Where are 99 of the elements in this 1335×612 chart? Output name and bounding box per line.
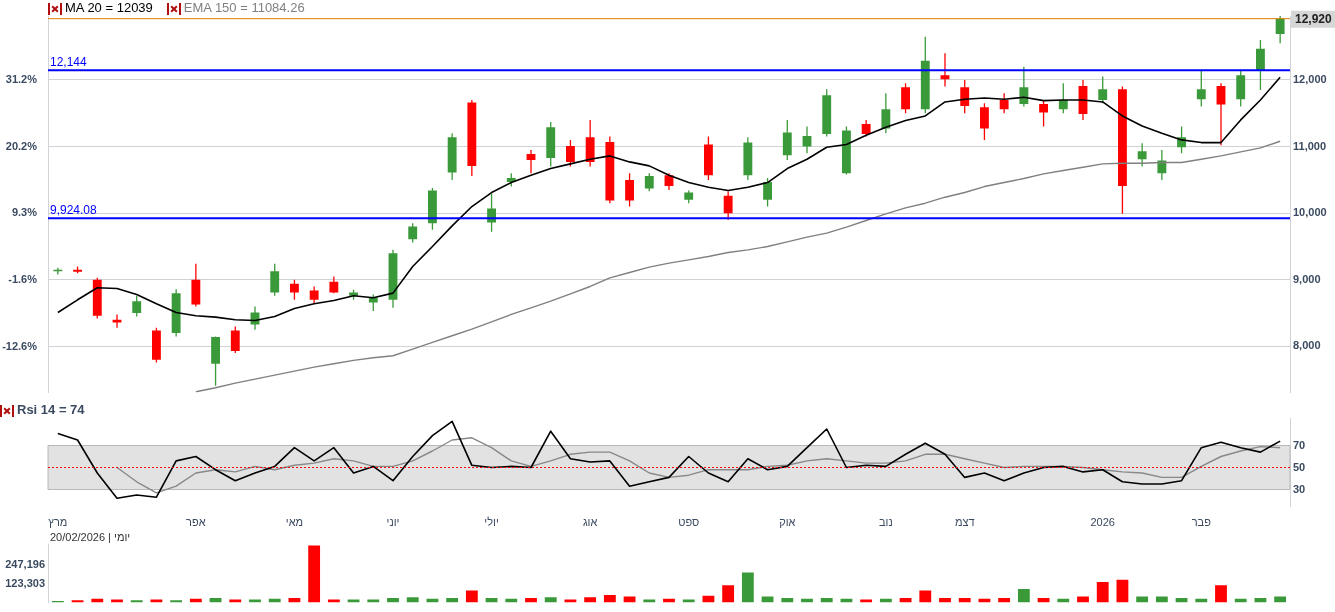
candlestick xyxy=(625,172,635,208)
bar xyxy=(347,599,360,603)
y-tick-label: 9,000 xyxy=(1293,272,1321,285)
bar xyxy=(820,597,833,603)
candlestick xyxy=(1275,16,1285,44)
bar xyxy=(998,597,1011,603)
candlestick xyxy=(1216,82,1226,146)
candlestick xyxy=(1255,39,1265,91)
candlestick xyxy=(1196,69,1206,108)
candlestick xyxy=(1019,65,1029,108)
bar xyxy=(249,599,261,603)
bar xyxy=(603,594,616,603)
bar xyxy=(939,597,951,603)
y-tick-label: 247,196 xyxy=(5,558,45,571)
bar xyxy=(150,599,163,603)
bar xyxy=(781,597,794,603)
candlestick xyxy=(802,125,812,154)
candlestick xyxy=(1137,142,1147,168)
candlestick xyxy=(979,102,989,141)
bar xyxy=(308,545,321,603)
bar xyxy=(1017,588,1030,603)
y-tick-label: 10,000 xyxy=(1293,206,1327,219)
text: יומי | 20/02/2026 xyxy=(50,530,131,543)
bar xyxy=(860,599,873,603)
bar xyxy=(327,599,340,603)
bar xyxy=(406,597,419,603)
x-tick-label: אוג xyxy=(582,515,598,528)
bar xyxy=(722,585,735,603)
bar xyxy=(584,597,597,603)
bar xyxy=(1136,596,1149,603)
bar xyxy=(682,599,695,603)
y2-tick-label: 31.2% xyxy=(5,72,38,85)
candlestick xyxy=(289,279,299,301)
y-tick-label: 30 xyxy=(1293,482,1306,495)
candlestick xyxy=(526,149,536,174)
candlestick xyxy=(723,190,733,221)
x-tick-label: 2026 xyxy=(1090,515,1115,528)
y-tick-label: 12,000 xyxy=(1293,72,1327,85)
candlestick xyxy=(901,82,911,114)
bar xyxy=(1215,585,1227,603)
bar xyxy=(564,599,577,603)
ref-line-label: 12,144 xyxy=(50,54,88,69)
bar xyxy=(1274,596,1287,603)
y2-tick-label: 9.3% xyxy=(11,206,38,219)
candlestick xyxy=(230,325,240,354)
bar xyxy=(1077,596,1089,603)
bar xyxy=(919,590,932,603)
candlestick xyxy=(1039,99,1049,128)
bar xyxy=(465,590,478,603)
bar xyxy=(1155,596,1168,603)
x-tick-label: דצמ xyxy=(954,515,975,528)
x-tick-label: מאי xyxy=(285,515,304,528)
bar xyxy=(525,597,537,603)
text: MA 20 = 12039 xyxy=(65,0,153,15)
bar xyxy=(643,599,656,603)
bar xyxy=(1096,581,1109,603)
y-tick-label: 11,000 xyxy=(1293,139,1327,152)
bar xyxy=(623,596,636,603)
bar xyxy=(367,599,380,603)
candlestick xyxy=(270,263,280,297)
x-tick-label: ספט xyxy=(678,515,700,528)
bar xyxy=(761,596,774,603)
y-tick-label: 70 xyxy=(1293,438,1306,451)
x-tick-label: אוק xyxy=(779,515,796,528)
candlestick xyxy=(999,92,1009,114)
bar xyxy=(387,597,399,603)
candlestick xyxy=(763,177,773,208)
bar xyxy=(111,599,123,603)
x-tick-label: נוב xyxy=(879,515,893,528)
y-tick-label: 8,000 xyxy=(1293,339,1321,352)
y-tick-label: 123,303 xyxy=(5,576,45,589)
x-tick-label: יוני xyxy=(386,515,400,528)
candlestick xyxy=(960,79,970,114)
x-tick-label: פבר xyxy=(1191,515,1212,528)
ref-line-label: 12,920 xyxy=(1295,11,1333,26)
bar xyxy=(741,572,754,603)
text: EMA 150 = 11084.26 xyxy=(183,0,305,15)
y-tick-label: 50 xyxy=(1293,460,1306,473)
bar xyxy=(229,599,242,603)
candlestick xyxy=(565,139,575,168)
y2-tick-label: -12.6% xyxy=(2,339,38,352)
chart-title: Rsi 14 = 74 xyxy=(17,402,85,417)
ref-line-label: 9,924.08 xyxy=(50,202,98,217)
candlestick xyxy=(1098,75,1108,104)
y2-tick-label: -1.6% xyxy=(8,272,38,285)
candlestick xyxy=(408,222,418,244)
x-tick-label: יולי xyxy=(484,515,499,528)
candlestick xyxy=(1236,69,1246,108)
bar xyxy=(544,597,557,603)
bar xyxy=(446,597,459,603)
candlestick xyxy=(132,295,142,318)
bar xyxy=(1116,579,1129,603)
candlestick xyxy=(881,92,891,134)
bar xyxy=(958,597,971,603)
y2-tick-label: 20.2% xyxy=(5,139,38,152)
candlestick xyxy=(782,119,792,161)
candlestick xyxy=(940,52,950,88)
x-tick-label: מרץ xyxy=(48,515,68,528)
x-tick-label: אפר xyxy=(186,515,206,528)
